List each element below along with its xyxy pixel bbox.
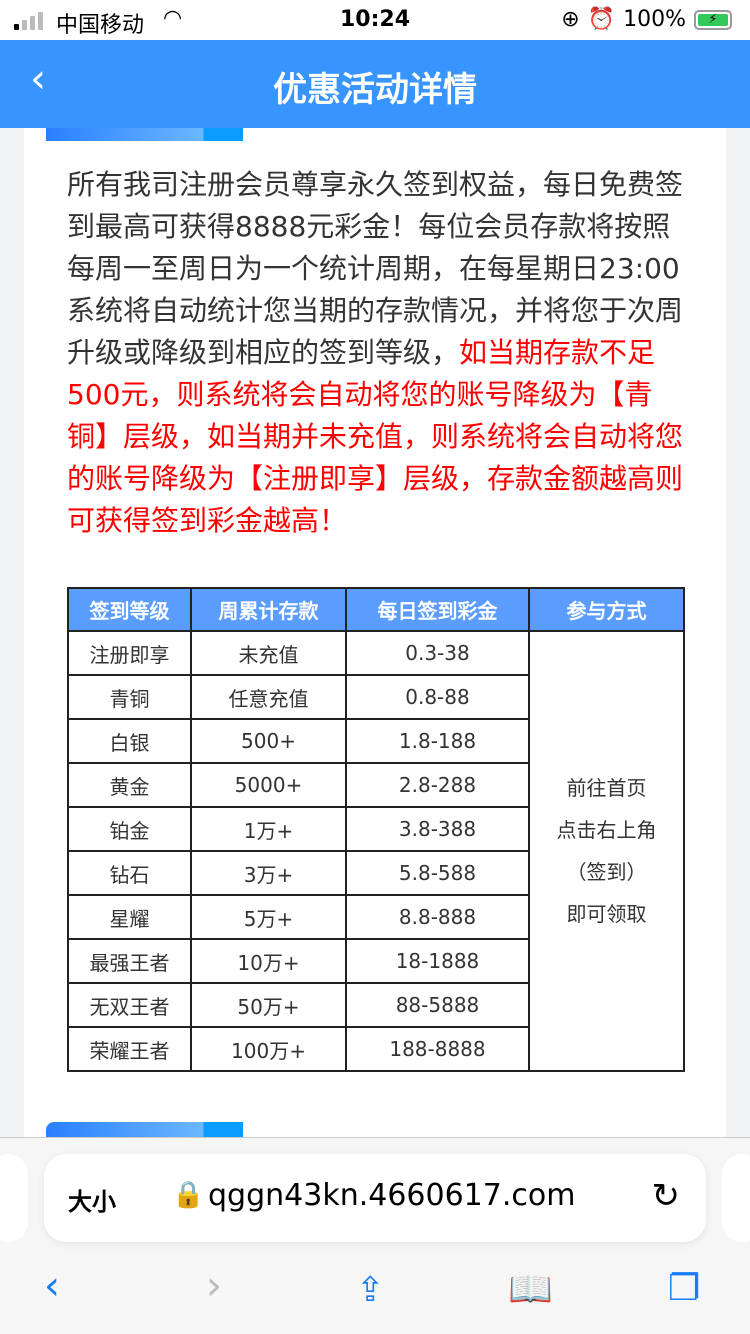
- table-row: 铂金 1万+ 3.8-388: [67, 806, 684, 852]
- description-warning: 如当期存款不足500元，则系统将会自动将您的账号降级为【青铜】层级，如当期并未充…: [67, 336, 684, 537]
- method-line: （签到）: [566, 860, 647, 884]
- alarm-icon: ⏰: [587, 7, 616, 32]
- bonus-cell: 188-8888: [345, 1026, 530, 1072]
- section-tag-decoration: [46, 1122, 243, 1138]
- carrier: 中国移动: [56, 13, 145, 38]
- tabs-icon[interactable]: ❐: [668, 1268, 701, 1309]
- level-cell: 注册即享: [67, 630, 192, 676]
- signal-icon: [14, 12, 43, 30]
- table-row: 钻石 3万+ 5.8-588: [67, 850, 684, 896]
- description: 所有我司注册会员尊享永久签到权益，每日免费签到最高可获得8888元彩金！每位会员…: [67, 164, 687, 542]
- deposit-cell: 1万+: [190, 806, 347, 852]
- deposit-cell: 10万+: [190, 938, 347, 984]
- table-row: 最强王者 10万+ 18-1888: [67, 938, 684, 984]
- content-card: 所有我司注册会员尊享永久签到权益，每日免费签到最高可获得8888元彩金！每位会员…: [24, 128, 726, 1138]
- deposit-cell: 5000+: [190, 762, 347, 808]
- browser-toolbar: 大小 🔒 qggn43kn.4660617.com ↻ ‹ › ⇪ 📖 ❐: [0, 1137, 750, 1334]
- table-row: 白银 500+ 1.8-188: [67, 718, 684, 764]
- bonus-cell: 18-1888: [345, 938, 530, 984]
- level-cell: 星耀: [67, 894, 192, 940]
- deposit-cell: 5万+: [190, 894, 347, 940]
- method-line: 即可领取: [566, 902, 647, 926]
- bonus-cell: 0.3-38: [345, 630, 530, 676]
- text-size-button[interactable]: 大小: [68, 1188, 116, 1216]
- level-cell: 荣耀王者: [67, 1026, 192, 1072]
- header-level: 签到等级: [67, 587, 192, 632]
- level-cell: 黄金: [67, 762, 192, 808]
- table-row: 无双王者 50万+ 88-5888: [67, 982, 684, 1028]
- status-bar: 中国移动 ◠ 10:24 ⊕ ⏰ 100% ⚡: [0, 0, 750, 40]
- bonus-cell: 2.8-288: [345, 762, 530, 808]
- deposit-cell: 100万+: [190, 1026, 347, 1072]
- page-title: 优惠活动详情: [273, 70, 477, 110]
- clock: 10:24: [339, 7, 411, 32]
- back-nav-icon[interactable]: ‹: [44, 1263, 60, 1309]
- reload-icon[interactable]: ↻: [651, 1176, 681, 1216]
- header-deposit: 周累计存款: [190, 587, 347, 632]
- prev-tab-peek[interactable]: [0, 1154, 28, 1242]
- deposit-cell: 3万+: [190, 850, 347, 896]
- method-line: 点击右上角: [556, 818, 657, 842]
- deposit-cell: 未充值: [190, 630, 347, 676]
- deposit-cell: 500+: [190, 718, 347, 764]
- next-tab-peek[interactable]: [722, 1154, 750, 1242]
- url-text[interactable]: qggn43kn.4660617.com: [208, 1178, 576, 1213]
- table-row: 注册即享 未充值 0.3-38 前往首页点击右上角 （签到） 即可领取: [67, 630, 685, 1072]
- description-text: 所有我司注册会员尊享永久签到权益，每日免费签到最高可获得8888元彩金！每位会员…: [67, 168, 684, 369]
- rotation-lock-icon: ⊕: [561, 7, 580, 32]
- table-row: 黄金 5000+ 2.8-288: [67, 762, 684, 808]
- header-bonus: 每日签到彩金: [345, 587, 530, 632]
- sign-in-levels-table: 签到等级 周累计存款 每日签到彩金 参与方式 注册即享 未充值 0.3-38 前往首页…: [67, 587, 685, 1072]
- deposit-cell: 任意充值: [190, 674, 347, 720]
- wifi-icon: ◠: [163, 6, 183, 31]
- deposit-cell: 50万+: [190, 982, 347, 1028]
- level-cell: 无双王者: [67, 982, 192, 1028]
- level-cell: 白银: [67, 718, 192, 764]
- nav-bar: ‹ 优惠活动详情: [0, 40, 750, 128]
- table-row: 荣耀王者 100万+ 188-8888: [67, 1026, 684, 1072]
- level-cell: 最强王者: [67, 938, 192, 984]
- method-cell: 前往首页点击右上角 （签到） 即可领取: [528, 630, 685, 1072]
- section-tag-decoration: [46, 128, 243, 141]
- bonus-cell: 1.8-188: [345, 718, 530, 764]
- bonus-cell: 3.8-388: [345, 806, 530, 852]
- address-bar[interactable]: 大小 🔒 qggn43kn.4660617.com ↻: [44, 1154, 706, 1242]
- method-line: 前往首页: [566, 776, 647, 800]
- level-cell: 青铜: [67, 674, 192, 720]
- share-icon[interactable]: ⇪: [356, 1270, 385, 1310]
- back-button[interactable]: ‹: [30, 56, 46, 102]
- bonus-cell: 0.8-88: [345, 674, 530, 720]
- table-row: 青铜 任意充值 0.8-88: [67, 674, 684, 720]
- lock-icon: 🔒: [172, 1180, 205, 1210]
- bonus-cell: 8.8-888: [345, 894, 530, 940]
- table-row: 星耀 5万+ 8.8-888: [67, 894, 684, 940]
- battery-icon: ⚡: [694, 9, 732, 30]
- bonus-cell: 5.8-588: [345, 850, 530, 896]
- bonus-cell: 88-5888: [345, 982, 530, 1028]
- level-cell: 钻石: [67, 850, 192, 896]
- forward-nav-icon[interactable]: ›: [206, 1263, 222, 1309]
- battery-percent: 100%: [623, 7, 686, 32]
- level-cell: 铂金: [67, 806, 192, 852]
- header-method: 参与方式: [528, 587, 685, 632]
- bookmarks-icon[interactable]: 📖: [508, 1269, 553, 1310]
